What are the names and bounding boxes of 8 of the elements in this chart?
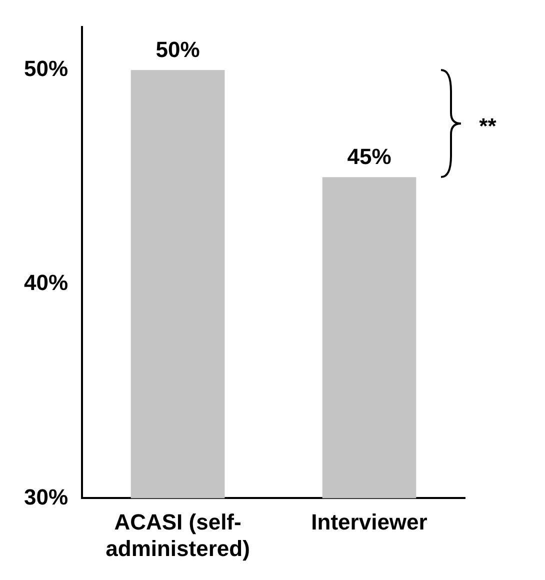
y-tick-label: 40% (24, 270, 68, 296)
y-tick-label: 30% (24, 484, 68, 510)
text: ** (479, 114, 497, 139)
data-label: 45% (347, 144, 392, 170)
data-label: 50% (156, 37, 200, 62)
y-tick-label: 50% (24, 56, 68, 82)
x-tick-label: ACASI (self-administered) (106, 509, 250, 561)
x-tick-label: Interviewer (311, 509, 428, 534)
